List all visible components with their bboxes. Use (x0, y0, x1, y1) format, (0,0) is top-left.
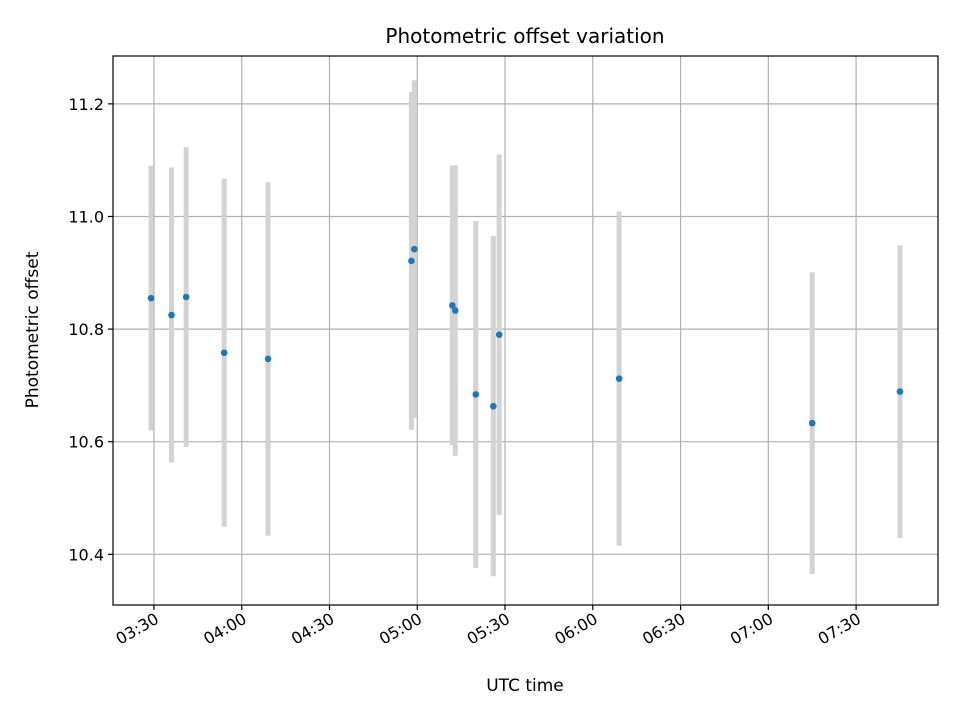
data-point (220, 349, 228, 357)
data-point (264, 355, 272, 363)
data-point (495, 331, 503, 339)
data-point (472, 391, 480, 398)
y-axis-ticks: 10.4 10.6 10.8 11.0 11.2 (68, 95, 113, 564)
data-point (147, 294, 155, 302)
data-point (490, 402, 497, 410)
grid (113, 56, 938, 605)
y-tick-label: 10.8 (68, 320, 104, 339)
y-tick-label: 10.4 (68, 545, 104, 564)
data-point (408, 257, 415, 265)
x-axis-label: UTC time (486, 676, 564, 696)
data-point (451, 307, 459, 314)
data-point (411, 245, 418, 253)
y-tick-label: 11.2 (68, 95, 104, 114)
data-point (808, 419, 816, 427)
plot-frame (112, 55, 939, 606)
chart-title: Photometric offset variation (385, 24, 664, 48)
data-point (168, 311, 175, 319)
data-point (896, 388, 904, 395)
y-axis-label: Photometric offset (23, 251, 43, 408)
data-point (449, 302, 456, 309)
data-points (147, 245, 904, 427)
y-tick-label: 10.6 (68, 433, 104, 452)
data-point (615, 375, 623, 382)
data-point (182, 293, 190, 301)
y-tick-label: 11.0 (68, 207, 104, 226)
